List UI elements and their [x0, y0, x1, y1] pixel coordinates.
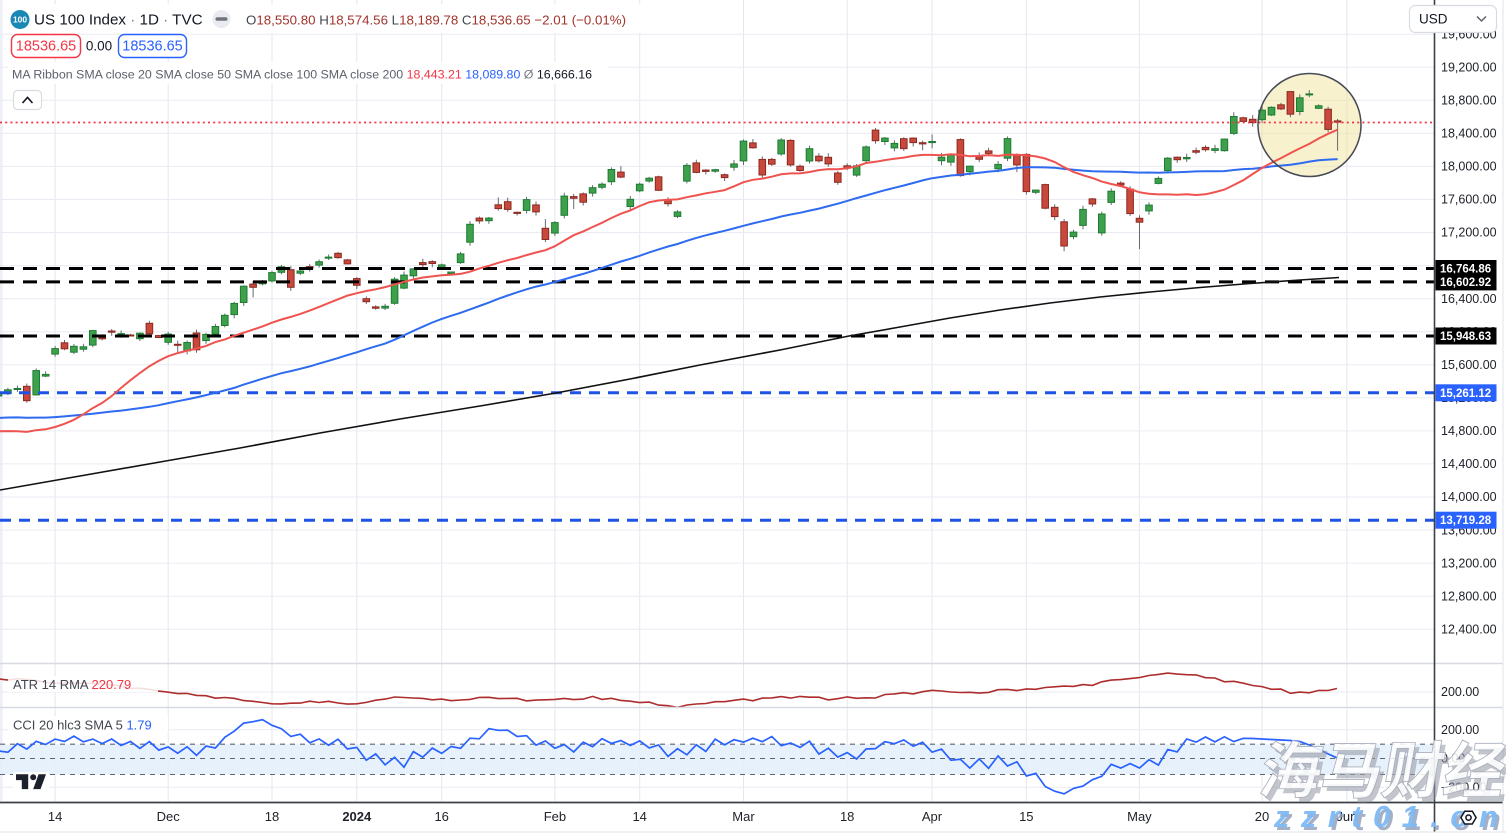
svg-text:18536.65: 18536.65 — [16, 39, 76, 55]
svg-text:USD: USD — [1419, 12, 1448, 27]
svg-text:15,600.00: 15,600.00 — [1441, 358, 1497, 372]
svg-text:Apr: Apr — [922, 809, 943, 824]
svg-text:16,400.00: 16,400.00 — [1441, 292, 1497, 306]
svg-text:14: 14 — [632, 809, 646, 824]
svg-text:15,261.12: 15,261.12 — [1440, 388, 1491, 400]
svg-text:18: 18 — [840, 809, 854, 824]
svg-text:17,600.00: 17,600.00 — [1441, 193, 1497, 207]
svg-text:200.00: 200.00 — [1441, 723, 1479, 737]
svg-text:12,800.00: 12,800.00 — [1441, 589, 1497, 603]
svg-text:2024: 2024 — [342, 809, 372, 824]
svg-text:May: May — [1127, 809, 1152, 824]
svg-text:Mar: Mar — [732, 809, 755, 824]
svg-text:18,800.00: 18,800.00 — [1441, 94, 1497, 108]
svg-text:14,000.00: 14,000.00 — [1441, 490, 1497, 504]
svg-text:CCI 20 hlc3 SMA 5 1.79: CCI 20 hlc3 SMA 5 1.79 — [13, 718, 152, 733]
svg-text:Jun: Jun — [1336, 809, 1357, 824]
svg-text:18,000.00: 18,000.00 — [1441, 160, 1497, 174]
svg-text:100: 100 — [13, 15, 27, 25]
svg-text:16,764.86: 16,764.86 — [1440, 264, 1491, 276]
svg-text:14,400.00: 14,400.00 — [1441, 457, 1497, 471]
svg-text:18: 18 — [265, 809, 279, 824]
svg-text:16: 16 — [434, 809, 448, 824]
svg-text:13,200.00: 13,200.00 — [1441, 556, 1497, 570]
svg-text:12,400.00: 12,400.00 — [1441, 622, 1497, 636]
svg-text:15: 15 — [1019, 809, 1033, 824]
svg-text:Dec: Dec — [157, 809, 181, 824]
svg-text:US 100 Index · 1D · TVC: US 100 Index · 1D · TVC — [34, 12, 203, 29]
svg-text:MA Ribbon SMA close 20 SMA clo: MA Ribbon SMA close 20 SMA close 50 SMA … — [12, 68, 592, 82]
svg-text:16,602.92: 16,602.92 — [1440, 277, 1491, 289]
svg-text:15,948.63: 15,948.63 — [1440, 331, 1491, 343]
svg-text:ATR 14 RMA 220.79: ATR 14 RMA 220.79 — [13, 677, 131, 692]
svg-text:14: 14 — [48, 809, 62, 824]
svg-text:13,719.28: 13,719.28 — [1440, 515, 1492, 527]
svg-text:Feb: Feb — [544, 809, 566, 824]
svg-text:zzrt01.cn: zzrt01.cn — [1273, 799, 1506, 834]
svg-text:18,400.00: 18,400.00 — [1441, 127, 1497, 141]
svg-text:18536.65: 18536.65 — [122, 39, 182, 55]
svg-text:19,200.00: 19,200.00 — [1441, 60, 1497, 74]
svg-text:17,200.00: 17,200.00 — [1441, 226, 1497, 240]
svg-text:0.00: 0.00 — [86, 39, 112, 54]
svg-text:20: 20 — [1255, 809, 1269, 824]
svg-text:200.00: 200.00 — [1441, 685, 1479, 699]
svg-text:14,800.00: 14,800.00 — [1441, 424, 1497, 438]
svg-text:O18,550.80 H18,574.56 L18,189.: O18,550.80 H18,574.56 L18,189.78 C18,536… — [246, 13, 626, 28]
